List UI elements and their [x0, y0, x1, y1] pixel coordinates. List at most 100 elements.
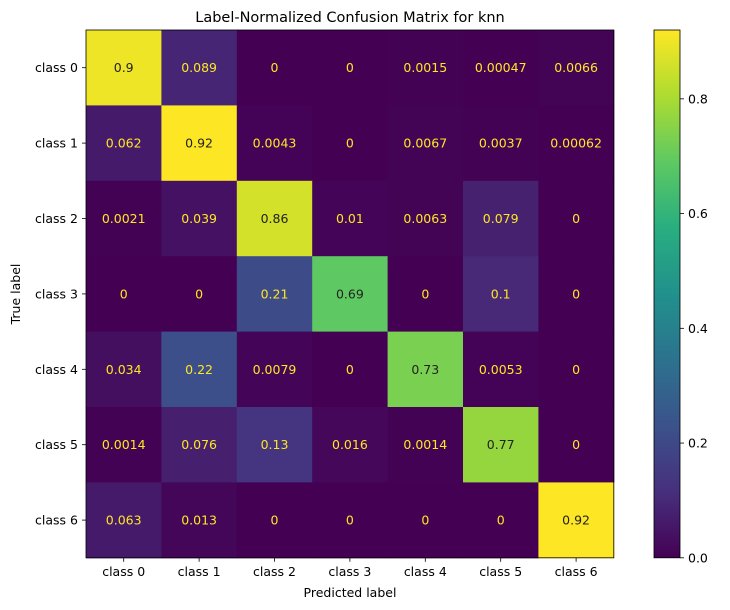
- heatmap-cell: [463, 30, 539, 106]
- heatmap-cell: [387, 105, 464, 182]
- heatmap-cell: [463, 331, 539, 408]
- heatmap-cell: [463, 180, 539, 257]
- heatmap-cell: [463, 105, 539, 182]
- cell-value-label: 0.0014: [403, 437, 447, 452]
- x-tick-label: class 6: [555, 564, 598, 579]
- x-tick-label: class 4: [404, 564, 447, 579]
- heatmap-cell: [538, 30, 615, 106]
- heatmap-cell: [236, 331, 313, 408]
- cell-value-label: 0: [271, 513, 279, 528]
- heatmap-cell: [463, 256, 539, 333]
- cell-value-label: 0.69: [336, 286, 364, 301]
- colorbar-tick-label: 0.0: [688, 550, 708, 565]
- cell-value-label: 0: [120, 286, 128, 301]
- heatmap-cell: [538, 407, 615, 483]
- heatmap-cell: [312, 331, 389, 408]
- heatmap-cell: [538, 482, 615, 559]
- cell-value-label: 0.22: [185, 362, 213, 377]
- cell-value-label: 0.034: [106, 362, 142, 377]
- cell-value-label: 0.016: [332, 437, 368, 452]
- heatmap-cell-labels: 0.9 0.089 0 0 0.0015 0.00047 0.0066 0.062 0.92 0.…: [102, 60, 602, 527]
- cell-value-label: 0: [271, 60, 279, 75]
- cell-value-label: 0: [346, 136, 354, 151]
- cell-value-label: 0.079: [483, 211, 519, 226]
- cell-value-label: 0.0067: [403, 136, 447, 151]
- heatmap-cell: [161, 256, 238, 333]
- heatmap-cell: [86, 30, 162, 106]
- heatmap-cell: [161, 482, 238, 559]
- cell-value-label: 0.92: [185, 136, 213, 151]
- colorbar-tick-label: 0.4: [688, 321, 708, 336]
- cell-value-label: 0: [497, 513, 505, 528]
- cell-value-label: 0.0063: [403, 211, 447, 226]
- cell-value-label: 0.039: [181, 211, 217, 226]
- heatmap-cell: [387, 407, 464, 483]
- x-axis-ticks: class 0 class 1 class 2 class 3 class 4 class…: [102, 557, 598, 579]
- heatmap-cell: [387, 482, 464, 559]
- heatmap-cell: [312, 256, 389, 333]
- cell-value-label: 0.0043: [253, 136, 297, 151]
- heatmap-cell: [312, 180, 389, 257]
- colorbar-tick-label: 0.8: [688, 91, 708, 106]
- heatmap-cell: [86, 180, 162, 257]
- x-axis-label: Predicted label: [304, 585, 397, 600]
- heatmap-cell: [86, 407, 162, 483]
- colorbar-tick-label: 0.2: [688, 436, 708, 451]
- heatmap-cell: [387, 180, 464, 257]
- cell-value-label: 0: [572, 286, 580, 301]
- colorbar-ticks: 0.0 0.2 0.4 0.6 0.8: [680, 91, 708, 565]
- x-tick-label: class 0: [102, 564, 145, 579]
- cell-value-label: 0.73: [411, 362, 439, 377]
- cell-value-label: 0.062: [106, 136, 142, 151]
- y-tick-label: class 2: [35, 211, 78, 226]
- cell-value-label: 0.86: [261, 211, 289, 226]
- cell-value-label: 0: [421, 513, 429, 528]
- cell-value-label: 0.13: [261, 437, 289, 452]
- heatmap-cell: [236, 180, 313, 257]
- heatmap-cell: [236, 30, 313, 106]
- cell-value-label: 0: [346, 513, 354, 528]
- cell-value-label: 0.77: [487, 437, 515, 452]
- cell-value-label: 0.076: [181, 437, 217, 452]
- cell-value-label: 0: [572, 437, 580, 452]
- cell-value-label: 0: [195, 286, 203, 301]
- y-axis-label: True label: [8, 264, 23, 326]
- heatmap-cell: [387, 30, 464, 106]
- cell-value-label: 0.1: [491, 286, 511, 301]
- heatmap-cell: [312, 407, 389, 483]
- cell-value-label: 0.00047: [475, 60, 527, 75]
- cell-value-label: 0.0053: [479, 362, 523, 377]
- cell-value-label: 0.013: [181, 513, 217, 528]
- cell-value-label: 0.0021: [102, 211, 146, 226]
- heatmap-cell: [463, 482, 539, 559]
- heatmap-cells: [86, 30, 615, 559]
- heatmap-cell: [538, 105, 615, 182]
- heatmap-cell: [463, 407, 539, 483]
- cell-value-label: 0.0079: [253, 362, 297, 377]
- cell-value-label: 0.00062: [550, 136, 602, 151]
- cell-value-label: 0.0066: [554, 60, 598, 75]
- cell-value-label: 0: [572, 362, 580, 377]
- cell-value-label: 0.01: [336, 211, 364, 226]
- heatmap-cell: [387, 256, 464, 333]
- cell-value-label: 0.089: [181, 60, 217, 75]
- heatmap-cell: [161, 105, 238, 182]
- y-tick-label: class 6: [35, 513, 78, 528]
- y-tick-label: class 3: [35, 286, 78, 301]
- cell-value-label: 0: [421, 286, 429, 301]
- heatmap-cell: [236, 482, 313, 559]
- heatmap-cell: [312, 30, 389, 106]
- heatmap-cell: [387, 331, 464, 408]
- heatmap-cell: [236, 256, 313, 333]
- colorbar: [653, 29, 681, 559]
- cell-value-label: 0.0015: [403, 60, 447, 75]
- heatmap-cell: [312, 105, 389, 182]
- colorbar-tick-label: 0.6: [688, 206, 708, 221]
- heatmap-cell: [538, 256, 615, 333]
- heatmap-cell: [161, 180, 238, 257]
- x-tick-label: class 3: [328, 564, 371, 579]
- x-tick-label: class 5: [479, 564, 522, 579]
- heatmap-cell: [86, 105, 162, 182]
- x-tick-label: class 1: [178, 564, 221, 579]
